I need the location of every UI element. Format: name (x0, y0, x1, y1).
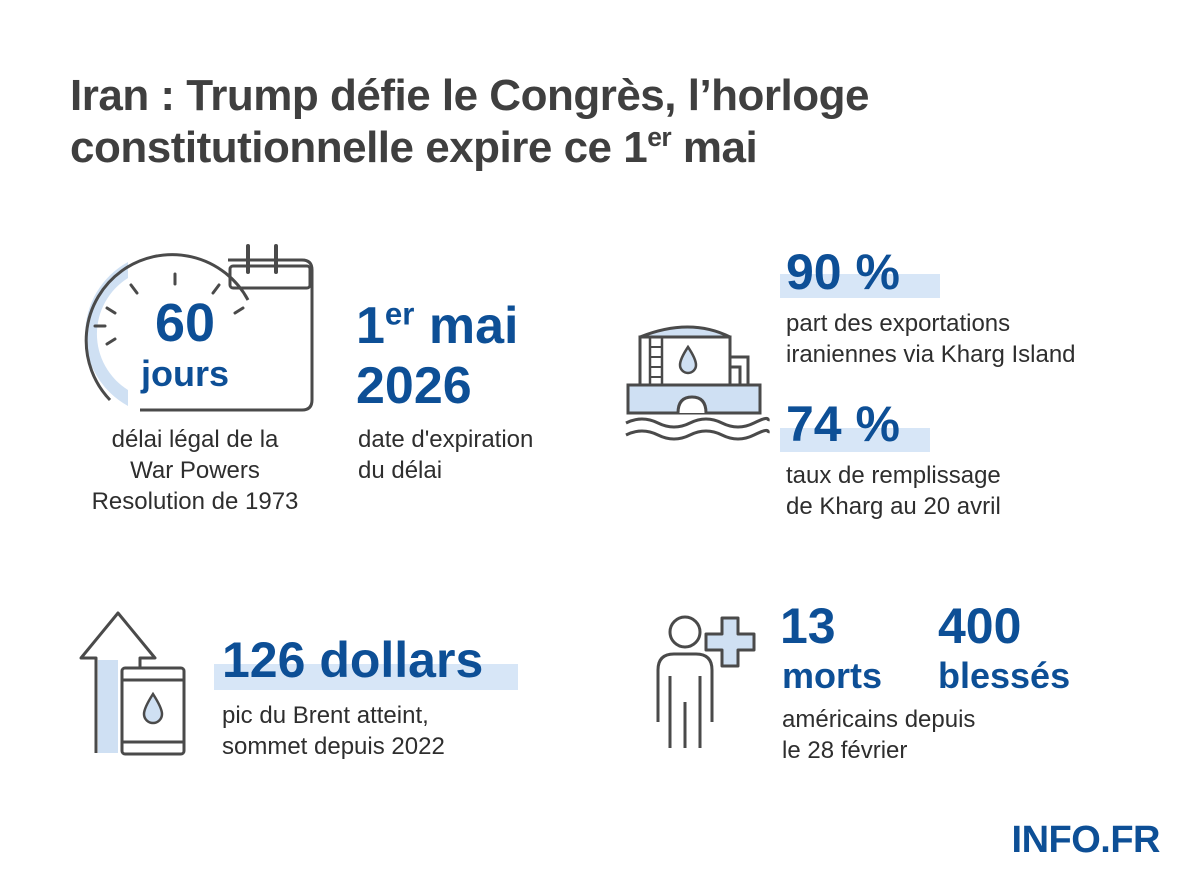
expiry-date: 1er mai 2026 (356, 296, 518, 416)
exports-description: part des exportations iraniennes via Kha… (786, 310, 1076, 368)
exports-highlight (780, 274, 940, 298)
person-medical-cross-icon (656, 615, 756, 748)
deadline-description: délai légal de la War Powers Resolution … (91, 426, 299, 515)
storage-value: 74 % (786, 396, 900, 452)
expiry-day-month: 1er mai (356, 296, 519, 355)
deadline-unit: jours (140, 353, 229, 394)
deaths-number: 13 (780, 598, 836, 654)
deadline-number: 60 (154, 293, 216, 353)
oil-tank-icon (625, 325, 770, 441)
page-title: Iran : Trump défie le Congrès, l’horloge… (70, 70, 1070, 174)
brent-highlight (214, 664, 518, 690)
storage-description: taux de remplissage de Kharg au 20 avril (786, 462, 1001, 520)
brent-value: 126 dollars (222, 632, 484, 688)
injured-number: 400 (938, 598, 1022, 654)
title-line-1: Iran : Trump défie le Congrès, l’horloge (70, 71, 870, 120)
storage-highlight (780, 428, 930, 452)
arrow-oil-barrel-icon (79, 611, 186, 756)
clock-calendar-icon (84, 244, 314, 412)
brent-description: pic du Brent atteint, sommet depuis 2022 (222, 702, 445, 760)
exports-value: 90 % (786, 244, 900, 300)
deaths-label: morts (782, 655, 883, 696)
casualties-description: américains depuis le 28 février (782, 706, 976, 764)
expiry-description: date d'expiration du délai (358, 426, 534, 484)
expiry-year: 2026 (356, 357, 472, 415)
injured-label: blessés (938, 655, 1071, 696)
title-line-2: constitutionnelle expire ce 1er mai (70, 122, 758, 172)
brand-logo: INFO.FR (1011, 819, 1161, 861)
